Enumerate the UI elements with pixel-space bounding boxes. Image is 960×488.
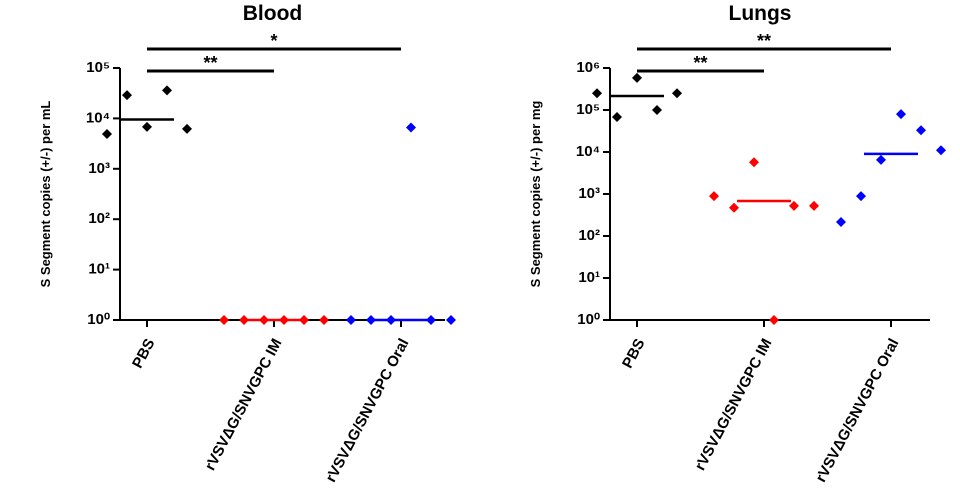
data-point	[366, 315, 376, 325]
data-point	[709, 191, 719, 202]
data-point	[672, 88, 682, 99]
data-point	[612, 112, 622, 123]
significance-label: **	[203, 53, 217, 73]
y-tick-label: 10¹	[578, 269, 600, 286]
data-point	[102, 129, 112, 140]
y-axis-label: S Segment copies (+/-) per mg	[528, 101, 543, 288]
data-point	[876, 154, 886, 165]
x-tick-label: rVSVΔG/SNVGPC IM	[692, 336, 776, 473]
y-tick-label: 10¹	[88, 261, 110, 278]
y-tick-label: 10⁰	[577, 311, 600, 328]
data-point	[446, 315, 456, 325]
significance-label: **	[693, 53, 707, 73]
data-point	[896, 109, 906, 120]
x-tick-label: rVSVΔG/SNVGPC IM	[202, 336, 286, 473]
y-axis-label: S Segment copies (+/-) per mL	[38, 101, 53, 288]
data-point	[729, 202, 739, 213]
x-tick-label: PBS	[619, 336, 648, 371]
y-tick-label: 10³	[578, 185, 600, 202]
data-point	[182, 123, 192, 134]
x-tick-label: rVSVΔG/SNVGPC Oral	[322, 336, 412, 485]
x-tick-label: rVSVΔG/SNVGPC Oral	[812, 336, 902, 485]
y-tick-label: 10⁰	[87, 311, 110, 328]
data-point	[346, 315, 356, 325]
data-point	[142, 121, 152, 132]
y-tick-label: 10⁴	[576, 143, 600, 160]
y-tick-label: 10²	[578, 227, 600, 244]
data-point	[936, 145, 946, 156]
data-point	[789, 200, 799, 211]
data-point	[916, 125, 926, 136]
data-point	[299, 315, 309, 325]
data-point	[426, 315, 436, 325]
data-point	[219, 315, 229, 325]
significance-label: *	[270, 31, 277, 51]
y-tick-label: 10⁶	[576, 59, 600, 76]
data-point	[239, 315, 249, 325]
panel-title: Lungs	[729, 2, 792, 25]
data-point	[162, 85, 172, 96]
y-tick-label: 10⁴	[86, 109, 110, 126]
y-tick-label: 10³	[88, 160, 110, 177]
data-point	[769, 315, 779, 325]
data-point	[652, 105, 662, 115]
data-point	[632, 72, 642, 83]
y-tick-label: 10²	[88, 210, 110, 227]
data-point	[592, 88, 602, 99]
data-point	[406, 122, 416, 133]
data-point	[749, 157, 759, 168]
significance-label: **	[757, 31, 771, 51]
x-tick-label: PBS	[129, 336, 158, 371]
data-point	[809, 200, 819, 211]
panel-title: Blood	[243, 2, 302, 25]
data-point	[836, 217, 846, 228]
y-tick-label: 10⁵	[86, 59, 110, 76]
data-point	[319, 315, 329, 325]
y-tick-label: 10⁵	[576, 101, 600, 118]
data-point	[122, 90, 132, 101]
data-point	[856, 191, 866, 202]
